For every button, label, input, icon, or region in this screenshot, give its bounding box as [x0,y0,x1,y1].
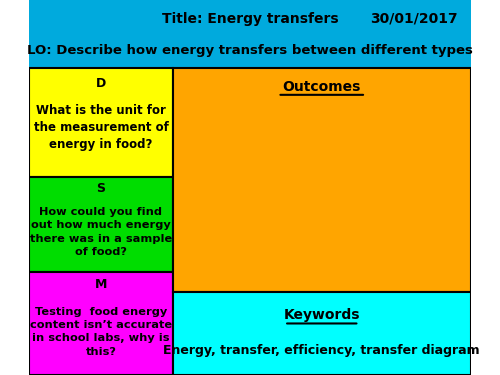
Text: D: D [96,77,106,90]
Text: What is the unit for
the measurement of
energy in food?: What is the unit for the measurement of … [34,104,168,151]
Text: Title: Energy transfers: Title: Energy transfers [162,12,338,26]
Text: M: M [95,278,107,291]
FancyBboxPatch shape [29,272,172,375]
FancyBboxPatch shape [29,68,172,177]
FancyBboxPatch shape [29,177,172,272]
Text: How could you find
out how much energy
there was in a sample
of food?: How could you find out how much energy t… [30,207,172,257]
Text: Outcomes: Outcomes [282,80,361,94]
FancyBboxPatch shape [29,0,471,68]
Text: Testing  food energy
content isn’t accurate
in school labs, why is
this?: Testing food energy content isn’t accura… [30,307,172,357]
FancyBboxPatch shape [172,68,471,292]
Text: 30/01/2017: 30/01/2017 [370,12,458,26]
Text: S: S [96,182,106,195]
Text: LO: Describe how energy transfers between different types: LO: Describe how energy transfers betwee… [27,44,473,57]
Text: Keywords: Keywords [284,308,360,322]
Text: Energy, transfer, efficiency, transfer diagram: Energy, transfer, efficiency, transfer d… [164,344,480,357]
FancyBboxPatch shape [172,292,471,375]
